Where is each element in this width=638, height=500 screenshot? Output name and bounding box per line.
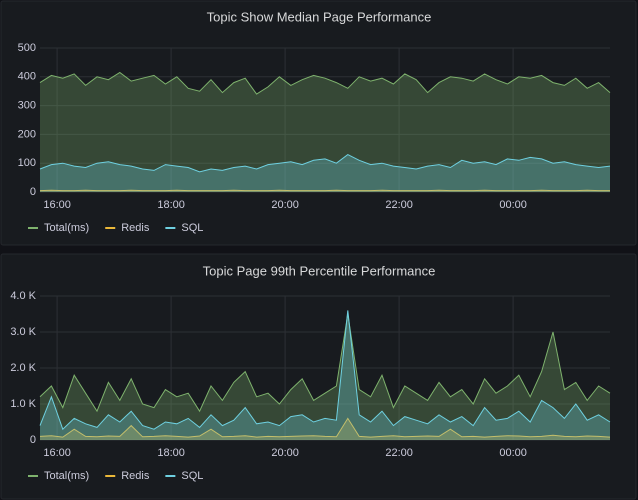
y-tick-label: 200: [18, 128, 36, 140]
x-tick-label: 22:00: [385, 199, 413, 211]
series-line: [39, 313, 611, 413]
y-tick-label: 4.0 K: [10, 290, 36, 302]
series-area: [40, 154, 610, 192]
y-tick-label: 300: [18, 100, 36, 112]
y-tick-label: 1.0 K: [10, 398, 36, 410]
legend-label: Redis: [121, 222, 150, 234]
panel-title: Topic Show Median Page Performance: [207, 9, 432, 24]
y-tick-label: 3.0 K: [10, 326, 36, 338]
x-tick-label: 22:00: [385, 447, 413, 459]
x-tick-label: 00:00: [499, 199, 527, 211]
y-tick-label: 400: [18, 71, 36, 83]
panel: [0, 0, 637, 246]
x-tick-label: 18:00: [157, 447, 185, 459]
series-line: [39, 154, 611, 173]
y-tick-label: 500: [18, 42, 36, 54]
x-tick-label: 00:00: [499, 447, 527, 459]
y-tick-label: 100: [18, 157, 36, 169]
legend-label: SQL: [181, 470, 203, 482]
series-area: [40, 418, 610, 440]
y-tick-label: 0: [30, 186, 36, 198]
series-area: [40, 314, 610, 440]
x-tick-label: 16:00: [43, 447, 71, 459]
x-tick-label: 20:00: [271, 199, 299, 211]
x-tick-label: 18:00: [157, 199, 185, 211]
y-tick-label: 2.0 K: [10, 362, 36, 374]
legend-label: Redis: [121, 470, 150, 482]
legend-label: Total(ms): [44, 470, 89, 482]
series-line: [39, 417, 611, 438]
series-line: [39, 310, 611, 431]
series-area: [40, 310, 610, 440]
legend-label: Total(ms): [44, 222, 89, 234]
panel-title: Topic Page 99th Percentile Performance: [203, 263, 436, 278]
series-line: [39, 71, 611, 95]
x-tick-label: 20:00: [271, 447, 299, 459]
panel: [0, 253, 637, 500]
x-tick-label: 16:00: [43, 199, 71, 211]
legend-label: SQL: [181, 222, 203, 234]
y-tick-label: 0: [30, 434, 36, 446]
